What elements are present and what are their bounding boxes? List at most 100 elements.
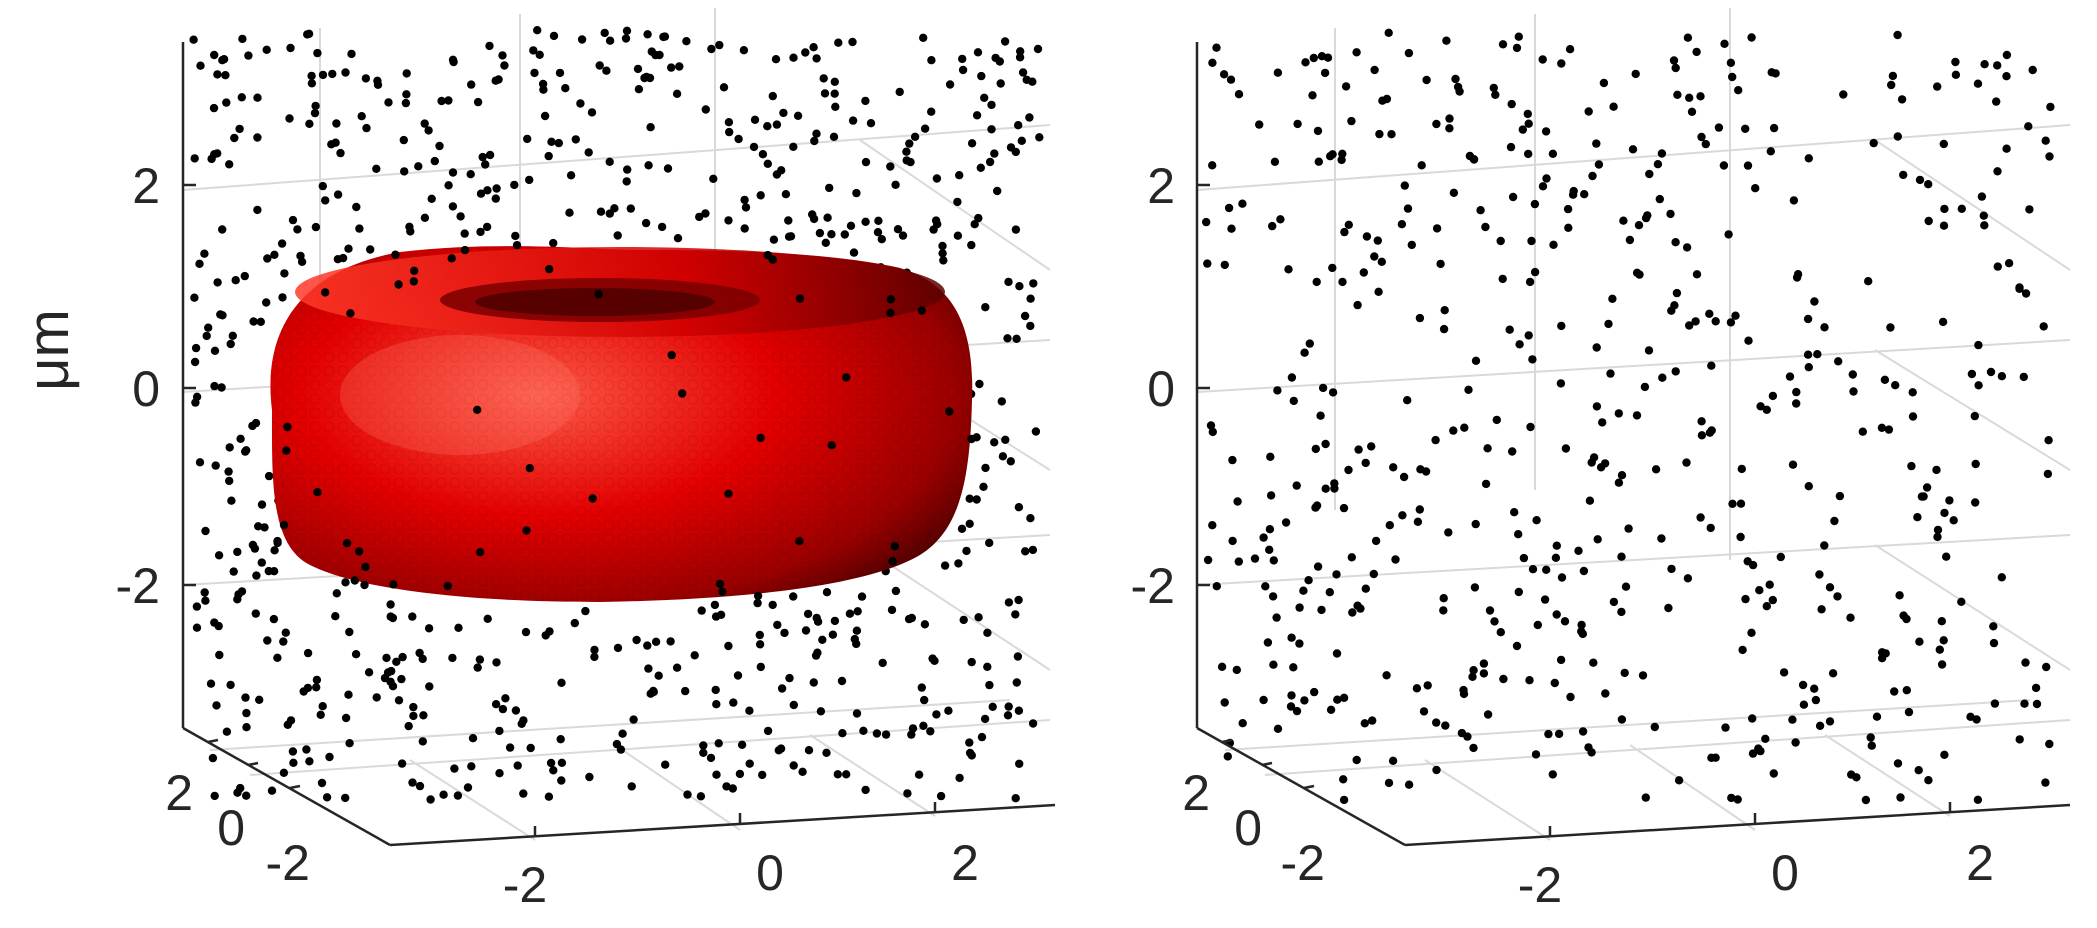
scatter-point <box>419 711 428 720</box>
scatter-point <box>350 576 359 585</box>
scatter-point <box>1304 576 1313 585</box>
scatter-point <box>1939 636 1948 645</box>
scatter-point <box>1683 33 1693 42</box>
scatter-point <box>1755 586 1764 595</box>
scatter-point <box>1289 663 1298 672</box>
scatter-point <box>996 79 1005 88</box>
scatter-point <box>756 433 765 443</box>
scatter-point <box>549 31 559 41</box>
scatter-point <box>663 164 673 173</box>
scatter-point <box>1762 405 1772 414</box>
scatter-point <box>322 793 332 802</box>
scatter-point <box>1940 750 1949 759</box>
scatter-point <box>784 216 793 225</box>
scatter-point <box>1003 334 1012 343</box>
scatter-point <box>1512 43 1522 53</box>
scatter-point <box>673 234 683 243</box>
scatter-point <box>1305 339 1315 348</box>
scatter-point <box>544 792 554 801</box>
scatter-point <box>772 120 782 129</box>
scatter-point <box>820 89 830 98</box>
scatter-point <box>338 253 348 263</box>
scatter-point <box>495 769 504 778</box>
scatter-point <box>1580 190 1589 199</box>
scatter-point <box>1548 770 1558 779</box>
scatter-point <box>501 694 510 703</box>
scatter-point <box>1811 695 1821 705</box>
scatter-point <box>1804 363 1814 372</box>
scatter-point <box>1924 776 1933 785</box>
scatter-point <box>595 61 604 70</box>
scatter-point <box>217 383 226 392</box>
scatter-point <box>830 616 840 626</box>
scatter-point <box>1585 496 1595 505</box>
scatter-point <box>1268 221 1277 231</box>
scatter-point <box>576 99 585 108</box>
scatter-point <box>1768 391 1778 401</box>
scatter-point <box>1227 224 1236 233</box>
scatter-point <box>492 658 501 667</box>
scatter-point <box>1367 442 1376 451</box>
scatter-point <box>612 739 622 749</box>
scatter-point <box>1533 620 1543 630</box>
scatter-point <box>500 61 509 70</box>
scatter-point <box>590 645 599 655</box>
scatter-point <box>613 231 622 240</box>
scatter-point <box>1020 311 1030 321</box>
scatter-point <box>344 244 353 253</box>
scatter-point <box>1672 288 1682 298</box>
scatter-point <box>454 623 463 632</box>
scatter-point <box>282 446 291 455</box>
scatter-point <box>1674 776 1684 785</box>
scatter-point <box>1310 687 1319 697</box>
scatter-point <box>312 683 321 692</box>
scatter-point <box>424 126 433 135</box>
scatter-point <box>801 626 811 635</box>
scatter-point <box>1015 282 1024 291</box>
scatter-point <box>1940 508 1949 518</box>
scatter-point <box>1564 223 1573 232</box>
scatter-point <box>785 673 794 683</box>
scatter-point <box>967 751 976 760</box>
scatter-point <box>1232 665 1242 675</box>
scatter-point <box>1617 552 1626 561</box>
scatter-point <box>838 729 847 738</box>
scatter-point <box>965 494 974 503</box>
scatter-point <box>415 648 424 658</box>
scatter-point <box>1014 595 1023 605</box>
scatter-point <box>546 758 556 768</box>
scatter-point <box>938 241 947 251</box>
scatter-point <box>482 222 492 232</box>
scatter-point <box>1867 741 1877 750</box>
scatter-point <box>510 180 519 190</box>
scatter-point <box>1000 37 1010 46</box>
scatter-point <box>724 216 733 225</box>
scatter-point <box>1287 691 1296 700</box>
scatter-point <box>201 596 210 605</box>
scatter-point <box>1542 565 1551 574</box>
scatter-point <box>1848 370 1858 379</box>
scatter-point <box>529 46 538 55</box>
scatter-point <box>1524 119 1533 128</box>
scatter-point <box>448 202 458 211</box>
scatter-point <box>2042 662 2051 672</box>
scatter-point <box>236 434 245 443</box>
scatter-point <box>544 151 553 161</box>
scatter-point <box>1957 204 1967 213</box>
scatter-point <box>1026 321 1035 331</box>
scatter-point <box>1839 90 1848 99</box>
scatter-point <box>2002 50 2012 60</box>
scatter-point <box>953 231 963 240</box>
scatter-point <box>1238 719 1247 728</box>
scatter-point <box>519 716 528 725</box>
scatter-point <box>1317 52 1327 61</box>
scatter-point <box>1026 294 1035 303</box>
scatter-point <box>640 73 649 83</box>
scatter-point <box>893 225 903 234</box>
scatter-point <box>1530 267 1540 277</box>
scatter-point <box>789 53 798 62</box>
scatter-point <box>1933 532 1942 542</box>
scatter-point <box>967 240 976 250</box>
scatter-point <box>981 463 990 473</box>
scatter-point <box>1387 130 1396 139</box>
